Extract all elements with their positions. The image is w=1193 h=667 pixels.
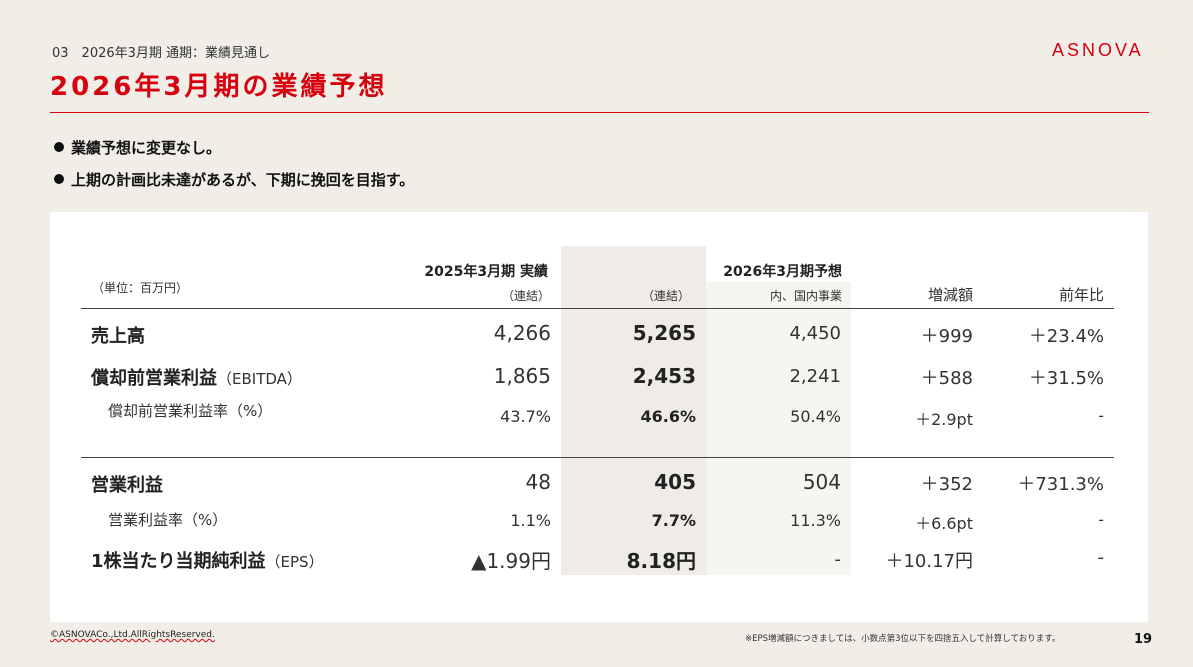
bullet-item: 業績予想に変更なし。 — [54, 137, 221, 158]
forecast-value: 405 — [654, 470, 696, 494]
row-label: 1株当たり当期純利益（EPS） — [91, 551, 324, 572]
title-divider — [50, 112, 1149, 113]
yoy-value: ＋31.5% — [1028, 368, 1104, 389]
actual-value: ▲1.99円 — [471, 549, 551, 573]
yoy-value: ＋23.4% — [1028, 326, 1104, 347]
actual-value: 1.1% — [510, 511, 551, 530]
domestic-value: 11.3% — [790, 511, 841, 530]
change-column-header: 増減額 — [927, 286, 973, 304]
header-divider — [81, 308, 1114, 309]
row-label: 営業利益 — [91, 475, 163, 496]
page-title: 2026年3月期の業績予想 — [50, 72, 388, 102]
bullet-item: 上期の計画比未達があるが、下期に挽回を目指す。 — [54, 169, 414, 190]
row-label: 売上高 — [91, 326, 145, 347]
actual-value: 48 — [525, 470, 551, 494]
forecast-consolidated-column-bg — [561, 246, 706, 575]
yoy-value: ＋731.3% — [1017, 474, 1104, 495]
forecast-consolidated-subheader: （連結） — [641, 289, 690, 303]
domestic-value: 504 — [802, 470, 841, 494]
forecast-domestic-column-bg — [706, 282, 851, 575]
actual-value: 4,266 — [493, 321, 551, 345]
change-value: ＋2.9pt — [915, 410, 973, 429]
forecast-column-header: 2026年3月期予想 — [723, 264, 842, 280]
forecast-value: 5,265 — [632, 321, 696, 345]
change-value: ＋999 — [920, 326, 973, 347]
change-value: ＋10.17円 — [885, 551, 973, 572]
row-label: 償却前営業利益（EBITDA） — [91, 368, 302, 389]
domestic-value: 50.4% — [790, 407, 841, 426]
unit-label: （単位：百万円） — [92, 281, 189, 295]
actual-column-header: 2025年3月期 実績 — [424, 264, 548, 280]
page-number: 19 — [1134, 632, 1153, 647]
domestic-value: - — [834, 549, 842, 570]
change-value: ＋352 — [920, 474, 973, 495]
forecast-domestic-subheader: 内、国内事業 — [769, 289, 842, 303]
yoy-column-header: 前年比 — [1058, 286, 1104, 304]
change-value: ＋6.6pt — [915, 514, 973, 533]
footnote: ※EPS増減額につきましては、小数点第3位以下を四捨五入して計算しております。 — [745, 634, 1061, 644]
yoy-value: - — [1098, 406, 1104, 425]
copyright: ©ASNOVACo.,Ltd.AllRightsReserved. — [50, 630, 215, 640]
company-logo: ASNOVA — [1052, 40, 1144, 60]
bullet-dot-icon — [54, 174, 64, 184]
forecast-value: 7.7% — [651, 511, 696, 530]
domestic-value: 2,241 — [789, 366, 841, 387]
yoy-value: - — [1098, 510, 1104, 529]
forecast-value: 2,453 — [632, 364, 696, 388]
domestic-value: 4,450 — [789, 323, 841, 344]
actual-consolidated-subheader: （連結） — [501, 289, 550, 303]
row-label: 営業利益率（%） — [108, 511, 228, 529]
bullet-dot-icon — [54, 142, 64, 152]
section-divider — [81, 457, 1114, 458]
change-value: ＋588 — [920, 368, 973, 389]
forecast-value: 8.18円 — [626, 549, 696, 573]
actual-value: 43.7% — [500, 407, 551, 426]
row-label: 償却前営業利益率（%） — [108, 402, 273, 420]
forecast-value: 46.6% — [640, 407, 696, 426]
yoy-value: - — [1097, 547, 1105, 568]
section-label: 03 2026年3月期 通期：業績見通し — [52, 46, 271, 61]
actual-value: 1,865 — [493, 364, 551, 388]
